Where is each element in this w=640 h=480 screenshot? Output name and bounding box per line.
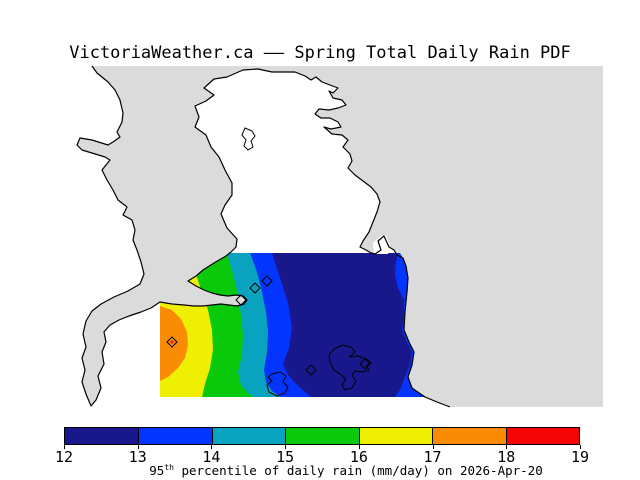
colorbar-tick-label: 12 [54,448,74,466]
caption-superscript: th [164,463,174,472]
colorbar [64,427,580,445]
colorbar-tick [580,445,581,449]
colorbar-tick [432,445,434,449]
colorbar-tick [358,445,360,449]
colorbar-tick-label: 17 [423,448,442,466]
colorbar-segment-14-15 [211,428,286,444]
lake-outline-small [266,371,289,397]
colorbar-tick-label: 19 [570,448,590,466]
station-marker [359,358,371,370]
colorbar-tick-label: 13 [128,448,147,466]
contour-band-17-18 [160,306,188,381]
colorbar-tick [285,445,287,449]
colorbar-tick-label: 14 [202,448,221,466]
caption-value: 95 [149,463,165,479]
colorbar-segment-15-16 [285,428,359,444]
colorbar-segment-12-13 [65,428,139,444]
water-body [77,66,603,407]
station-dot [170,340,174,344]
contour-band-12-13 [272,253,412,397]
colorbar-tick [137,445,139,449]
colorbar-segment-13-14 [138,428,212,444]
colorbar-tick-label: 18 [497,448,516,466]
station-marker [235,294,247,306]
station-marker [166,336,178,348]
coastline [76,65,451,408]
colorbar-tick [211,445,213,449]
station-markers [166,275,371,376]
station-marker [249,282,261,294]
station-marker [261,275,273,287]
page-title: VictoriaWeather.ca —— Spring Total Daily… [69,43,571,63]
colorbar-tick-label: 16 [349,448,368,466]
colorbar-caption: 95th percentile of daily rain (mm/day) o… [0,461,640,478]
lake-outline-large [328,344,372,391]
colorbar-tick [64,445,65,449]
colorbar-tick-label: 15 [276,448,295,466]
contour-field [160,253,425,397]
lake-outline-west [241,127,256,151]
colorbar-tick [506,445,508,449]
colorbar-segment-16-17 [358,428,433,444]
caption-rest: percentile of daily rain (mm/day) on 202… [173,463,543,479]
station-marker [305,364,317,376]
colorbar-segment-17-18 [432,428,506,444]
colorbar-ticks: 12 13 14 15 16 17 18 19 [55,445,589,475]
colorbar-segment-18-19 [505,428,579,444]
